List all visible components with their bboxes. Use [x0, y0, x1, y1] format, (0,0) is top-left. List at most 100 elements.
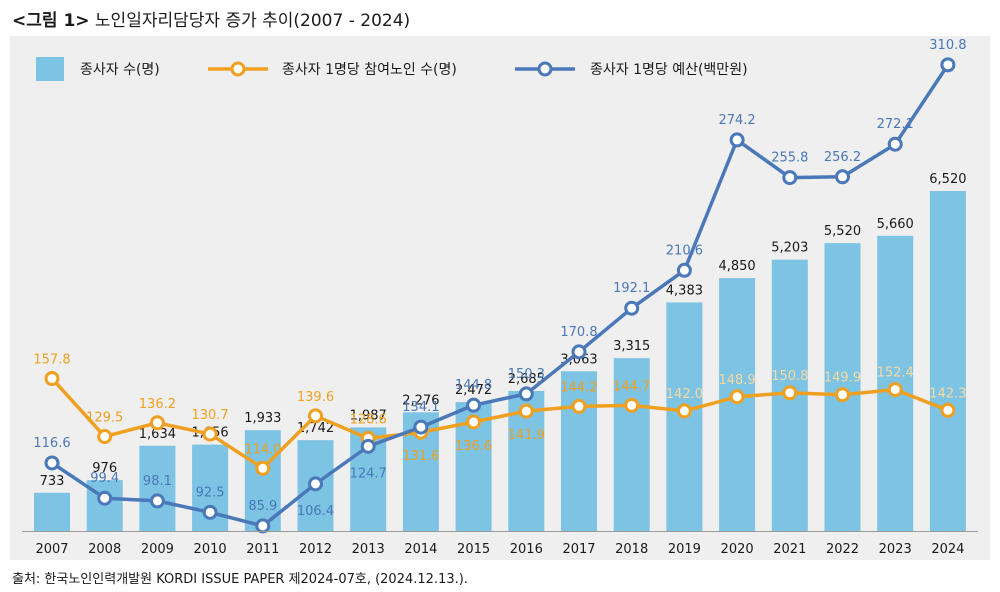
budget-value-label: 255.8 — [771, 151, 808, 166]
budget-value-label: 272.1 — [877, 117, 914, 132]
budget-point — [97, 490, 113, 506]
participants-value-label: 144.2 — [560, 380, 597, 395]
participants-point — [202, 426, 218, 442]
x-tick-label: 2015 — [457, 542, 490, 557]
bar — [613, 358, 650, 531]
budget-point — [940, 57, 956, 73]
participants-point — [466, 414, 482, 430]
participants-value-label: 114.0 — [244, 442, 281, 457]
bar-value-label: 4,383 — [666, 283, 703, 298]
budget-point — [360, 438, 376, 454]
bar-value-label: 5,520 — [824, 224, 861, 239]
x-tick-label: 2022 — [826, 542, 859, 557]
budget-value-label: 124.7 — [350, 466, 387, 481]
budget-point — [624, 300, 640, 316]
budget-value-label: 92.5 — [196, 485, 225, 500]
participants-point — [308, 408, 323, 424]
budget-point — [255, 518, 271, 534]
bar — [929, 191, 966, 531]
budget-value-label: 274.2 — [718, 113, 755, 128]
participants-point — [940, 402, 956, 418]
line-series: 157.8 129.5 136.2 130.7 114.0 139.6 128.6 131.6… — [33, 38, 967, 534]
budget-point — [571, 344, 587, 360]
budget-value-label: 106.4 — [297, 504, 334, 519]
x-tick-label: 2011 — [246, 542, 279, 557]
bar-value-label: 6,520 — [929, 172, 966, 187]
budget-value-label: 116.6 — [33, 436, 70, 451]
participants-value-label: 148.9 — [718, 373, 755, 388]
bar-series: 7339761,6341,6561,9331,7421,9872,2762,47… — [34, 172, 967, 532]
budget-value-label: 256.2 — [824, 150, 861, 165]
participants-value-label: 142.3 — [929, 386, 966, 401]
budget-value-label: 98.1 — [143, 474, 172, 489]
budget-point — [44, 455, 60, 471]
x-tick-label: 2017 — [562, 542, 595, 557]
participants-point — [835, 387, 850, 403]
x-tick-label: 2019 — [668, 542, 701, 557]
participants-value-label: 136.2 — [139, 397, 176, 412]
bar — [719, 278, 756, 531]
figure-title: <그림 1> 노인일자리담당자 증가 추이(2007 - 2024) — [12, 6, 410, 31]
participants-point — [44, 371, 60, 387]
x-tick-label: 2010 — [194, 542, 227, 557]
participants-value-label: 139.6 — [297, 390, 334, 405]
bar — [561, 371, 597, 531]
x-tick-label: 2013 — [352, 542, 385, 557]
participants-point — [149, 415, 165, 431]
x-tick-label: 2012 — [299, 542, 332, 557]
participants-value-label: 129.5 — [86, 411, 123, 426]
budget-point — [676, 262, 692, 278]
budget-value-label: 144.8 — [455, 378, 492, 393]
x-tick-label: 2014 — [404, 542, 437, 557]
legend-participants-label: 종사자 1명당 참여노인 수(명) — [282, 62, 457, 78]
x-tick-label: 2021 — [773, 542, 806, 557]
x-tick-label: 2007 — [35, 542, 68, 557]
budget-value-label: 210.6 — [666, 243, 703, 258]
bar-value-label: 1,987 — [350, 408, 387, 423]
bar-value-label: 1,933 — [244, 411, 281, 426]
legend-budget-label: 종사자 1명당 예산(백만원) — [590, 62, 748, 78]
bar-value-label: 733 — [40, 474, 65, 489]
x-tick-label: 2024 — [931, 542, 964, 557]
participants-value-label: 149.9 — [824, 371, 861, 386]
bar-value-label: 5,660 — [877, 217, 914, 232]
budget-point — [413, 419, 429, 435]
budget-value-label: 150.3 — [508, 367, 545, 382]
participants-value-label: 144.7 — [613, 379, 650, 394]
participants-point — [255, 460, 271, 476]
participants-value-label: 128.6 — [350, 412, 387, 427]
bar-value-label: 2,276 — [402, 393, 439, 408]
budget-point — [149, 493, 165, 509]
participants-value-label: 150.8 — [771, 369, 808, 384]
budget-point — [466, 397, 482, 413]
legend-budget-marker — [537, 61, 553, 77]
budget-point — [202, 504, 218, 520]
participants-point — [782, 385, 798, 401]
x-tick-label: 2016 — [510, 542, 543, 557]
bar-value-label: 5,203 — [771, 241, 808, 256]
x-tick-label: 2009 — [141, 542, 174, 557]
participants-value-label: 131.6 — [402, 449, 439, 464]
bar — [34, 492, 70, 531]
source-note: 출처: 한국노인인력개발원 KORDI ISSUE PAPER 제2024-07… — [12, 572, 468, 587]
budget-value-label: 134.1 — [402, 400, 439, 415]
participants-point — [624, 397, 640, 413]
participants-value-label: 157.8 — [33, 353, 70, 368]
participants-point — [729, 389, 745, 405]
participants-value-label: 141.9 — [508, 428, 545, 443]
budget-point — [308, 476, 323, 492]
budget-value-label: 85.9 — [248, 499, 277, 514]
budget-point — [887, 136, 903, 152]
legend-participants-marker — [230, 61, 246, 77]
participants-point — [571, 398, 587, 414]
legend-bar-swatch — [36, 57, 64, 81]
x-tick-label: 2018 — [615, 542, 648, 557]
budget-value-label: 170.8 — [560, 325, 597, 340]
figure-label: <그림 1> — [12, 11, 90, 31]
bar-value-label: 2,685 — [508, 372, 545, 387]
x-tick-label: 2008 — [88, 542, 121, 557]
x-tick-label: 2020 — [721, 542, 754, 557]
budget-point — [782, 170, 798, 186]
x-axis: 2007 2008 2009 2010 2011 2012 2013 2014 2015 2016… — [22, 531, 978, 557]
